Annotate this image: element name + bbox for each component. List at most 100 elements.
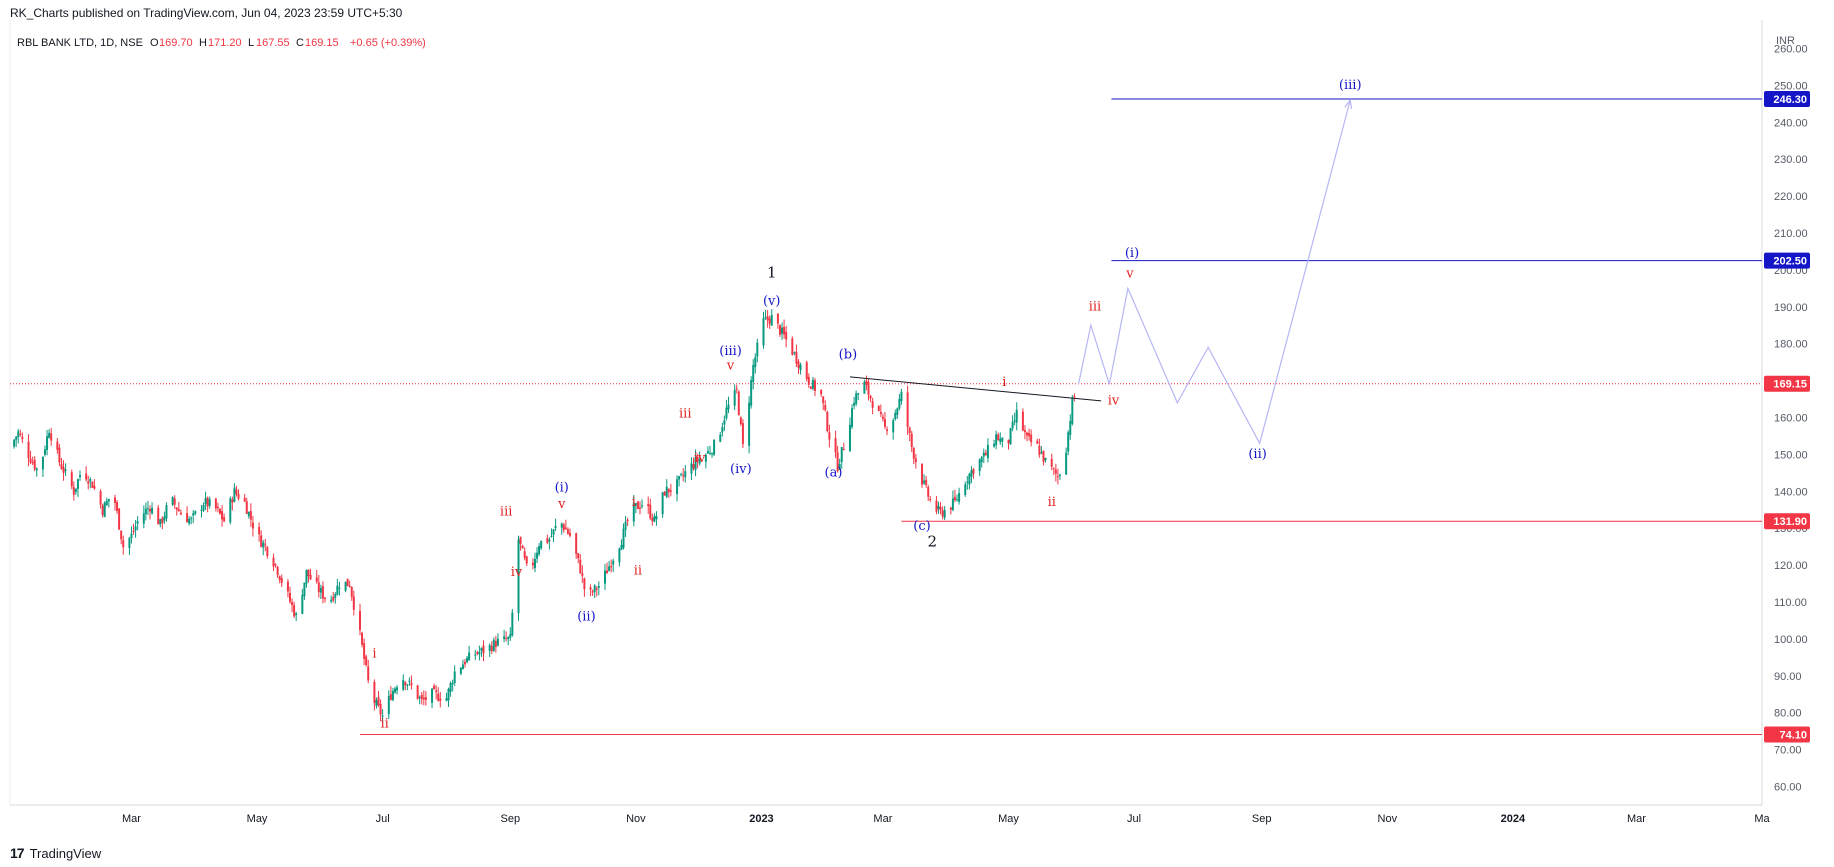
candle-body — [21, 436, 24, 440]
candle-body — [511, 612, 514, 636]
candle-body — [305, 569, 308, 584]
candle-body — [148, 509, 151, 512]
candle-body — [980, 457, 983, 463]
candle-body — [667, 488, 670, 493]
candle-body — [711, 453, 714, 455]
candle-body — [1065, 452, 1068, 475]
x-tick-label: Mar — [873, 813, 892, 825]
candle-body — [377, 697, 380, 706]
tradingview-watermark: 17 TradingView — [10, 845, 101, 861]
y-tick-label: 160.00 — [1774, 413, 1808, 425]
candle-body — [768, 318, 771, 324]
candle-body — [879, 412, 882, 414]
candle-body — [993, 443, 996, 447]
wave-label: iv — [511, 565, 523, 580]
candle-body — [373, 681, 376, 703]
candle-body — [307, 569, 310, 577]
candle-body — [113, 497, 116, 503]
candle-body — [194, 511, 197, 514]
open-value: 169.70 — [159, 37, 193, 49]
candle-body — [93, 485, 96, 489]
x-tick-label: Sep — [500, 813, 520, 825]
wave-label: (a) — [825, 466, 843, 481]
y-tick-label: 260.00 — [1774, 43, 1808, 55]
candle-body — [525, 556, 528, 564]
candle-body — [986, 444, 989, 459]
candle-body — [704, 454, 707, 462]
candle-body — [247, 512, 250, 517]
candle-body — [1007, 439, 1010, 444]
candle-body — [482, 645, 485, 654]
candle-body — [881, 416, 884, 420]
candle-body — [231, 499, 234, 503]
candle-body — [105, 500, 108, 506]
candle-body — [70, 472, 73, 487]
candle-body — [752, 364, 755, 382]
candle-body — [89, 479, 92, 482]
candle-body — [914, 458, 917, 463]
candle-body — [566, 529, 569, 534]
candle-body — [921, 464, 924, 485]
candle-body — [608, 566, 611, 571]
candle-body — [540, 540, 543, 549]
candle-body — [46, 436, 49, 450]
candle-body — [451, 683, 454, 685]
candle-body — [496, 638, 499, 646]
x-tick-label: May — [998, 813, 1019, 825]
x-tick-label: Sep — [1252, 813, 1272, 825]
candle-body — [533, 558, 536, 569]
wave-label: 2 — [928, 533, 938, 551]
projection-arrowhead — [1344, 98, 1353, 110]
candle-body — [389, 694, 392, 700]
wave-label: (i) — [555, 480, 569, 495]
candle-body — [795, 351, 798, 364]
candle-body — [424, 697, 427, 700]
candle-body — [159, 519, 162, 525]
candle-body — [375, 700, 378, 706]
candle-body — [550, 535, 553, 537]
candle-body — [523, 551, 526, 558]
candle-body — [1071, 397, 1074, 424]
candle-body — [276, 566, 279, 576]
candle-body — [719, 434, 722, 442]
candle-body — [641, 505, 644, 507]
y-tick-label: 110.00 — [1774, 597, 1807, 609]
price-tag — [1764, 252, 1810, 269]
candle-body — [78, 475, 81, 478]
candle-body — [929, 498, 932, 500]
candle-body — [748, 402, 751, 446]
y-tick-label: 210.00 — [1774, 228, 1808, 240]
candle-body — [447, 688, 450, 701]
candle-body — [883, 418, 886, 427]
high-value: 171.20 — [208, 37, 242, 49]
candle-body — [223, 517, 226, 522]
candle-body — [136, 521, 139, 524]
candle-body — [416, 685, 419, 699]
wave-label: (b) — [839, 347, 857, 362]
candle-body — [235, 489, 238, 494]
candle-body — [144, 508, 147, 515]
candle-body — [190, 518, 193, 520]
candle-body — [519, 536, 522, 544]
price-tag-label: 246.30 — [1773, 94, 1807, 106]
candle-body — [698, 458, 701, 464]
wave-label: (iii) — [1339, 78, 1362, 93]
close-value: 169.15 — [305, 37, 339, 49]
candle-body — [927, 487, 930, 497]
candle-body — [204, 498, 207, 505]
candle-body — [490, 645, 493, 652]
candle-body — [29, 458, 32, 463]
candle-body — [840, 447, 843, 462]
candle-body — [886, 429, 889, 431]
candle-body — [632, 502, 635, 522]
low-value: 167.55 — [256, 37, 290, 49]
candle-body — [476, 652, 479, 654]
candle-body — [1073, 396, 1076, 398]
close-label: C — [296, 37, 304, 49]
candle-body — [453, 671, 456, 683]
candle-body — [684, 471, 687, 478]
wave-label: i — [1002, 375, 1006, 390]
candle-body — [1023, 430, 1026, 433]
open-label: O — [150, 37, 159, 49]
